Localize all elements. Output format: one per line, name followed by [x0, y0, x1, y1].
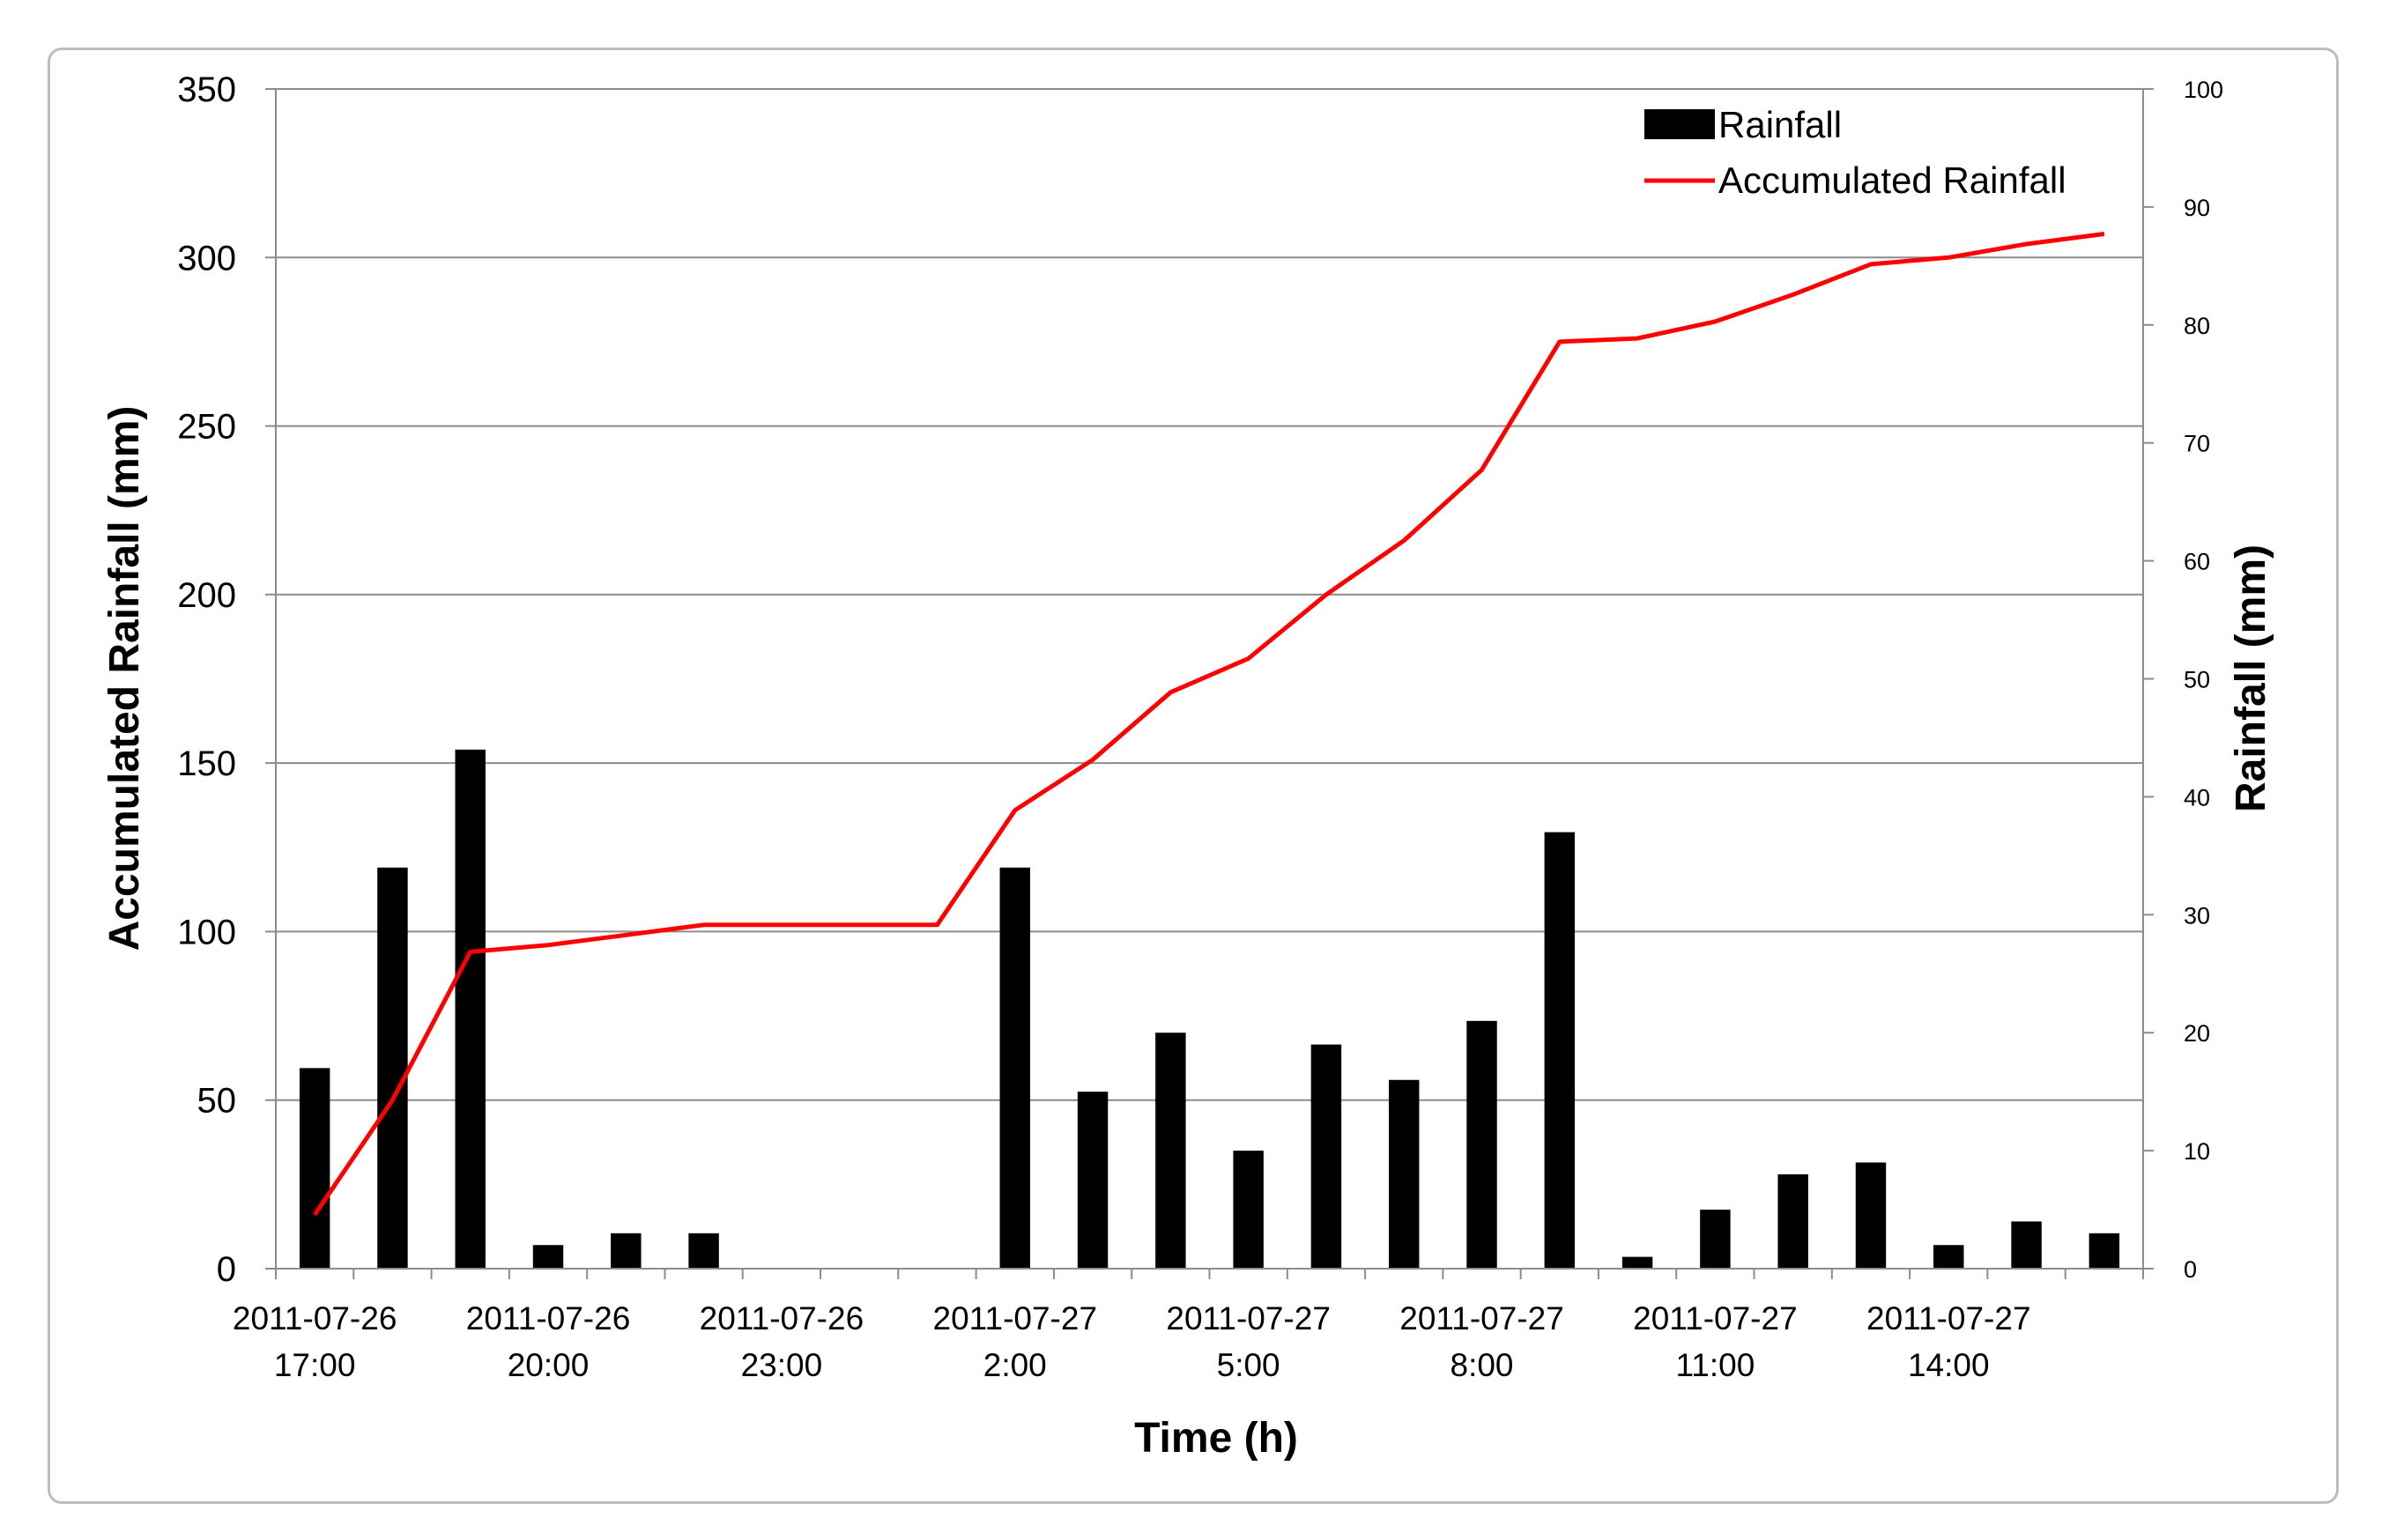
rainfall-bar [1855, 1162, 1887, 1269]
legend-accumulated-label: Accumulated Rainfall [1718, 159, 2066, 201]
legend-rainfall-swatch [1644, 109, 1715, 139]
x-tick-label-date: 2011-07-26 [466, 1300, 631, 1336]
y-left-tick-label: 150 [177, 744, 236, 783]
y-right-tick-label: 0 [2184, 1256, 2197, 1283]
y-right-tick-label: 30 [2184, 902, 2210, 929]
legend: Rainfall Accumulated Rainfall [1644, 104, 2066, 201]
legend-rainfall-label: Rainfall [1718, 104, 1842, 145]
x-tick-label-time: 8:00 [1450, 1347, 1514, 1383]
y-axis-left-title: Accumulated Rainfall (mm) [101, 406, 148, 951]
x-tick-label-date: 2011-07-27 [1399, 1300, 1564, 1336]
y-right-tick-label: 70 [2184, 431, 2210, 457]
rainfall-bar [1700, 1210, 1731, 1269]
rainfall-bar [1621, 1256, 1653, 1269]
y-right-tick-label: 100 [2184, 77, 2223, 103]
y-left-tick-label: 100 [177, 913, 236, 951]
x-tick-label-date: 2011-07-27 [933, 1300, 1098, 1336]
rainfall-bar [377, 867, 408, 1269]
x-tick-label-time: 5:00 [1217, 1347, 1280, 1383]
rainfall-bar [2011, 1221, 2042, 1269]
x-tick-label-date: 2011-07-27 [1866, 1300, 2031, 1336]
x-tick-label-time: 11:00 [1675, 1347, 1755, 1383]
rainfall-bar [299, 1068, 330, 1269]
rainfall-bar [1466, 1020, 1497, 1269]
grid-lines [276, 88, 2143, 1101]
x-tick-label-date: 2011-07-27 [1166, 1300, 1331, 1336]
x-axis-title: Time (h) [1134, 1415, 1298, 1462]
y-left-tick-label: 50 [197, 1082, 237, 1121]
rainfall-bar [1544, 832, 1576, 1269]
x-tick-label-date: 2011-07-27 [1633, 1300, 1798, 1336]
x-tick-label-date: 2011-07-26 [233, 1300, 397, 1336]
y-right-tick-label: 80 [2184, 313, 2210, 339]
rainfall-bar [611, 1233, 642, 1269]
rainfall-bars [299, 749, 2120, 1269]
y-left-tick-label: 250 [177, 408, 236, 447]
y-right-tick-label: 10 [2184, 1138, 2210, 1165]
rainfall-bar [999, 867, 1030, 1269]
rainfall-bar [532, 1245, 564, 1269]
x-tick-label-time: 2:00 [983, 1347, 1047, 1383]
y-left-tick-label: 350 [177, 70, 236, 109]
y-left-tick-label: 0 [217, 1250, 236, 1289]
x-tick-label-time: 17:00 [274, 1347, 356, 1383]
accumulated-rainfall-line [313, 232, 2105, 1217]
rainfall-bar [1233, 1151, 1264, 1269]
y-left-tick-label: 300 [177, 239, 236, 278]
rainfall-bar [1310, 1044, 1342, 1269]
y-right-tick-label: 90 [2184, 195, 2210, 221]
y-right-tick-label: 60 [2184, 549, 2210, 575]
y-left-tick-label: 200 [177, 576, 236, 615]
y-right-tick-label: 40 [2184, 784, 2210, 811]
y-axis-right-title: Rainfall (mm) [2228, 544, 2274, 812]
rainfall-bar [1389, 1079, 1420, 1269]
x-tick-label-date: 2011-07-26 [700, 1300, 864, 1336]
accumulated-rainfall-polyline [313, 232, 2105, 1217]
rainfall-bar [1077, 1092, 1109, 1269]
y-right-tick-label: 50 [2184, 667, 2210, 693]
rainfall-bar [2089, 1233, 2120, 1269]
rainfall-bar [455, 749, 486, 1269]
rainfall-bar [1155, 1033, 1186, 1269]
x-tick-label-time: 20:00 [508, 1347, 590, 1383]
tick-labels: 0 50 100 150 200 250 300 350 0 10 20 30 40 50 60 70 80 90… [177, 70, 2223, 1383]
x-tick-label-time: 14:00 [1908, 1347, 1990, 1383]
axes [265, 88, 2154, 1279]
rainfall-bar [1777, 1174, 1808, 1269]
rainfall-bar [1933, 1245, 1964, 1269]
rainfall-bar [688, 1233, 719, 1269]
x-tick-label-time: 23:00 [741, 1347, 823, 1383]
y-right-tick-label: 20 [2184, 1020, 2210, 1047]
